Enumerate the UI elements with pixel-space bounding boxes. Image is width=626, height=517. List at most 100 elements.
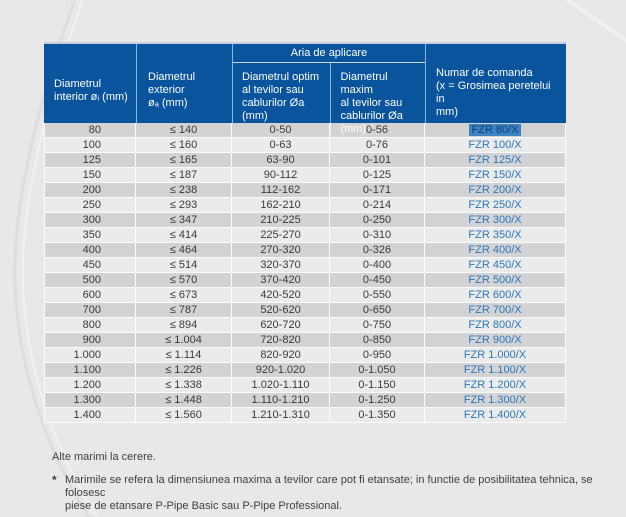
cell-order-number: FZR 800/X [425, 318, 566, 332]
cell-inner-diameter: 200 [44, 183, 136, 197]
cell-order-number: FZR 125/X [425, 153, 566, 167]
cell-outer-diameter: ≤ 787 [136, 303, 232, 317]
cell-max-diameter: 0-750 [330, 318, 425, 332]
cell-optimal-diameter: 320-370 [232, 258, 330, 272]
order-number-link[interactable]: FZR 1.100/X [463, 364, 527, 376]
cell-order-number: FZR 1.000/X [425, 348, 566, 362]
table-row: 600 ≤ 673 420-520 0-550 FZR 600/X [44, 288, 566, 303]
group-header-label: Aria de aplicare [233, 44, 425, 63]
col-header-max-diameter: Diametrul maxim al tevilor sau cablurilo… [330, 63, 425, 136]
table-row: 1.200 ≤ 1.338 1.020-1.110 0-1.150 FZR 1.200/… [44, 378, 566, 393]
cell-inner-diameter: 350 [44, 228, 136, 242]
table-row: 1.400 ≤ 1.560 1.210-1.310 0-1.350 FZR 1.400/… [44, 408, 566, 423]
order-number-link[interactable]: FZR 1.000/X [463, 349, 527, 361]
table-row: 1.000 ≤ 1.114 820-920 0-950 FZR 1.000/X [44, 348, 566, 363]
cell-order-number: FZR 500/X [425, 273, 566, 287]
cell-order-number: FZR 1.300/X [425, 393, 566, 407]
cell-inner-diameter: 100 [44, 138, 136, 152]
table-row: 350 ≤ 414 225-270 0-310 FZR 350/X [44, 228, 566, 243]
cell-optimal-diameter: 1.110-1.210 [232, 393, 330, 407]
order-number-link[interactable]: FZR 100/X [468, 139, 522, 151]
cell-optimal-diameter: 210-225 [232, 213, 330, 227]
col-group-area-of-application: Aria de aplicare Diametrul optim al tevi… [232, 44, 425, 136]
cell-optimal-diameter: 820-920 [232, 348, 330, 362]
cell-optimal-diameter: 225-270 [232, 228, 330, 242]
table-body: 80 ≤ 140 0-50 0-56 FZR 80/X 100 ≤ 160 0-63 0-76 F… [44, 123, 566, 423]
cell-inner-diameter: 1.000 [44, 348, 136, 362]
cell-order-number: FZR 600/X [425, 288, 566, 302]
cell-order-number: FZR 1.200/X [425, 378, 566, 392]
cell-outer-diameter: ≤ 347 [136, 213, 232, 227]
pipe-seal-dimensions-table: Diametrul interior øᵢ (mm) Diametrul ext… [44, 42, 566, 423]
cell-max-diameter: 0-1.250 [330, 393, 425, 407]
table-row: 300 ≤ 347 210-225 0-250 FZR 300/X [44, 213, 566, 228]
cell-max-diameter: 0-171 [330, 183, 425, 197]
table-row: 900 ≤ 1.004 720-820 0-850 FZR 900/X [44, 333, 566, 348]
cell-max-diameter: 0-326 [330, 243, 425, 257]
order-number-link[interactable]: FZR 1.200/X [463, 379, 527, 391]
cell-outer-diameter: ≤ 1.560 [136, 408, 232, 422]
cell-max-diameter: 0-101 [330, 153, 425, 167]
col-header-inner-diameter: Diametrul interior øᵢ (mm) [54, 77, 128, 103]
table-row: 1.300 ≤ 1.448 1.110-1.210 0-1.250 FZR 1.300/… [44, 393, 566, 408]
order-number-link[interactable]: FZR 700/X [468, 304, 522, 316]
order-number-link[interactable]: FZR 200/X [468, 184, 522, 196]
order-number-link[interactable]: FZR 150/X [468, 169, 522, 181]
cell-max-diameter: 0-310 [330, 228, 425, 242]
order-number-link[interactable]: FZR 600/X [468, 289, 522, 301]
order-number-link[interactable]: FZR 400/X [468, 244, 522, 256]
footnote-text: Marimile se refera la dimensiunea maxima… [65, 474, 593, 512]
order-number-link[interactable]: FZR 800/X [468, 319, 522, 331]
order-number-link[interactable]: FZR 350/X [468, 229, 522, 241]
cell-optimal-diameter: 270-320 [232, 243, 330, 257]
cell-inner-diameter: 300 [44, 213, 136, 227]
cell-max-diameter: 0-56 [330, 123, 425, 137]
cell-inner-diameter: 600 [44, 288, 136, 302]
cell-optimal-diameter: 620-720 [232, 318, 330, 332]
order-number-link[interactable]: FZR 80/X [469, 124, 521, 136]
footnote-asterisk: * [52, 473, 57, 487]
cell-max-diameter: 0-250 [330, 213, 425, 227]
cell-order-number: FZR 200/X [425, 183, 566, 197]
table-row: 800 ≤ 894 620-720 0-750 FZR 800/X [44, 318, 566, 333]
cell-outer-diameter: ≤ 1.004 [136, 333, 232, 347]
cell-outer-diameter: ≤ 160 [136, 138, 232, 152]
cell-inner-diameter: 900 [44, 333, 136, 347]
order-number-link[interactable]: FZR 1.400/X [463, 409, 527, 421]
cell-optimal-diameter: 370-420 [232, 273, 330, 287]
cell-optimal-diameter: 112-162 [232, 183, 330, 197]
cell-inner-diameter: 500 [44, 273, 136, 287]
asterisk-footnote: * Marimile se refera la dimensiunea maxi… [52, 474, 626, 513]
cell-order-number: FZR 400/X [425, 243, 566, 257]
table-row: 100 ≤ 160 0-63 0-76 FZR 100/X [44, 138, 566, 153]
cell-inner-diameter: 250 [44, 198, 136, 212]
swoosh-top-right [563, 0, 626, 43]
order-number-link[interactable]: FZR 125/X [468, 154, 522, 166]
cell-inner-diameter: 700 [44, 303, 136, 317]
table-header: Diametrul interior øᵢ (mm) Diametrul ext… [44, 44, 566, 136]
table-row: 1.100 ≤ 1.226 920-1.020 0-1.050 FZR 1.100/X [44, 363, 566, 378]
order-number-link[interactable]: FZR 500/X [468, 274, 522, 286]
cell-inner-diameter: 1.400 [44, 408, 136, 422]
cell-outer-diameter: ≤ 293 [136, 198, 232, 212]
group-subheaders: Diametrul optim al tevilor sau cablurilo… [233, 63, 425, 136]
order-number-link[interactable]: FZR 1.300/X [463, 394, 527, 406]
order-number-link[interactable]: FZR 250/X [468, 199, 522, 211]
order-number-link[interactable]: FZR 450/X [468, 259, 522, 271]
cell-optimal-diameter: 920-1.020 [232, 363, 330, 377]
cell-max-diameter: 0-850 [330, 333, 425, 347]
order-number-link[interactable]: FZR 300/X [468, 214, 522, 226]
order-number-link[interactable]: FZR 900/X [468, 334, 522, 346]
cell-max-diameter: 0-550 [330, 288, 425, 302]
table-row: 250 ≤ 293 162-210 0-214 FZR 250/X [44, 198, 566, 213]
cell-order-number: FZR 80/X [425, 123, 566, 137]
table-row: 80 ≤ 140 0-50 0-56 FZR 80/X [44, 123, 566, 138]
cell-inner-diameter: 1.200 [44, 378, 136, 392]
cell-order-number: FZR 250/X [425, 198, 566, 212]
table-row: 700 ≤ 787 520-620 0-650 FZR 700/X [44, 303, 566, 318]
other-sizes-note: Alte marimi la cerere. [52, 451, 156, 463]
table-row: 150 ≤ 187 90-112 0-125 FZR 150/X [44, 168, 566, 183]
cell-max-diameter: 0-1.350 [330, 408, 425, 422]
cell-outer-diameter: ≤ 238 [136, 183, 232, 197]
